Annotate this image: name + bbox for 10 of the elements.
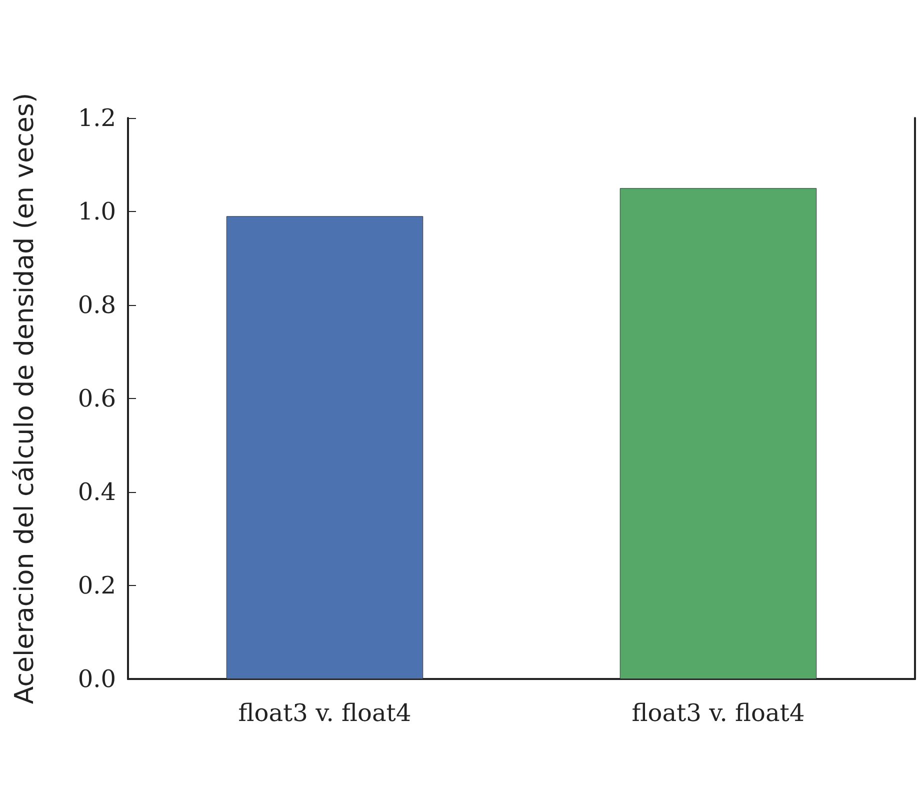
y-tick-label: 0.2 (78, 572, 116, 600)
y-tick-label: 0.6 (78, 384, 116, 412)
y-tick-label: 1.2 (78, 104, 116, 132)
y-tick-label: 1.0 (78, 198, 116, 226)
x-tick-label: float3 v. float4 (632, 699, 805, 727)
y-tick-label: 0.0 (78, 665, 116, 693)
y-tick-label: 0.4 (78, 478, 116, 506)
y-tick-label: 0.8 (78, 291, 116, 319)
x-tick-label: float3 v. float4 (238, 699, 412, 727)
y-axis-title: Aceleracion del cálculo de densidad (en veces) (10, 92, 40, 704)
